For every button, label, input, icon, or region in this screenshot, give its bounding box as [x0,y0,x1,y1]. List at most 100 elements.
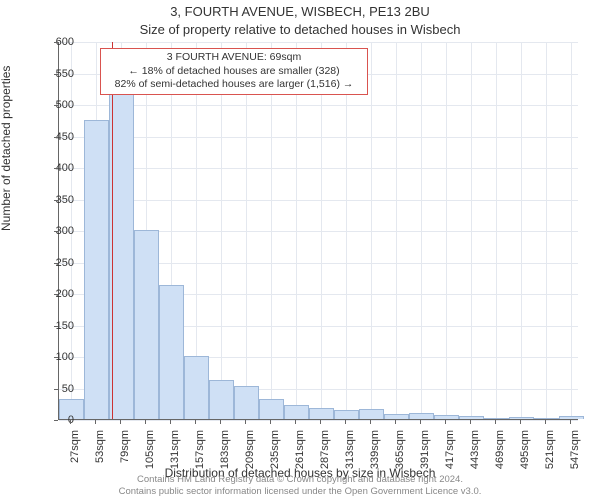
histogram-bar [159,285,184,419]
histogram-bar [209,380,234,419]
y-tick-label: 100 [46,351,74,363]
x-tick-label: 209sqm [244,430,256,469]
y-tick-mark [54,105,58,106]
gridline-v [471,42,472,419]
y-tick-label: 350 [46,194,74,206]
annotation-line3: 82% of semi-detached houses are larger (… [105,78,363,92]
y-tick-label: 450 [46,131,74,143]
x-tick-label: 547sqm [569,430,581,469]
x-tick-mark [320,420,321,424]
x-tick-label: 391sqm [419,430,431,469]
x-tick-mark [120,420,121,424]
footer-line2: Contains public sector information licen… [119,486,482,497]
y-tick-mark [54,389,58,390]
y-tick-label: 50 [46,383,74,395]
footer-text: Contains HM Land Registry data © Crown c… [0,474,600,498]
histogram-bar [334,410,359,419]
gridline-v [571,42,572,419]
histogram-bar [184,356,209,419]
x-tick-label: 79sqm [119,430,131,463]
x-tick-mark [170,420,171,424]
y-tick-label: 250 [46,257,74,269]
gridline-v [346,42,347,419]
x-tick-label: 53sqm [94,430,106,463]
x-tick-mark [395,420,396,424]
y-tick-label: 600 [46,36,74,48]
histogram-bar [409,413,434,419]
histogram-bar [309,408,334,419]
chart-container: 3, FOURTH AVENUE, WISBECH, PE13 2BU Size… [0,0,600,500]
gridline-v [246,42,247,419]
y-tick-mark [54,168,58,169]
annotation-line1: 3 FOURTH AVENUE: 69sqm [105,51,363,65]
x-tick-mark [295,420,296,424]
y-tick-mark [54,420,58,421]
x-tick-label: 469sqm [494,430,506,469]
gridline-v [221,42,222,419]
gridline-h [59,168,578,169]
histogram-bar [459,416,484,419]
gridline-v [521,42,522,419]
x-tick-mark [345,420,346,424]
histogram-bar [559,416,584,419]
gridline-v [421,42,422,419]
chart-title-sub: Size of property relative to detached ho… [0,22,600,37]
y-tick-mark [54,231,58,232]
x-tick-label: 235sqm [269,430,281,469]
x-tick-label: 105sqm [144,430,156,469]
x-tick-mark [570,420,571,424]
x-tick-label: 287sqm [319,430,331,469]
gridline-v [296,42,297,419]
gridline-v [271,42,272,419]
x-tick-label: 27sqm [69,430,81,463]
annotation-line2: ← 18% of detached houses are smaller (32… [105,65,363,79]
gridline-v [396,42,397,419]
x-tick-label: 261sqm [294,430,306,469]
x-tick-mark [420,420,421,424]
histogram-bar [384,414,409,419]
y-tick-mark [54,74,58,75]
y-tick-mark [54,294,58,295]
gridline-h [59,200,578,201]
gridline-h [59,420,578,421]
x-tick-label: 313sqm [344,430,356,469]
chart-title-address: 3, FOURTH AVENUE, WISBECH, PE13 2BU [0,4,600,19]
histogram-bar [84,120,109,419]
histogram-bar [534,418,559,419]
histogram-bar [284,405,309,419]
x-tick-label: 521sqm [544,430,556,469]
histogram-bar [434,415,459,419]
plot-area [58,42,578,420]
x-tick-mark [545,420,546,424]
x-tick-mark [445,420,446,424]
y-tick-mark [54,263,58,264]
y-tick-label: 400 [46,162,74,174]
y-tick-mark [54,137,58,138]
x-tick-mark [520,420,521,424]
y-axis-label: Number of detached properties [0,66,13,231]
histogram-bar [359,409,384,419]
x-tick-mark [270,420,271,424]
y-tick-label: 150 [46,320,74,332]
x-tick-label: 417sqm [444,430,456,469]
x-tick-label: 183sqm [219,430,231,469]
x-tick-mark [95,420,96,424]
y-tick-mark [54,200,58,201]
gridline-h [59,137,578,138]
x-tick-mark [70,420,71,424]
x-tick-mark [245,420,246,424]
x-tick-mark [145,420,146,424]
y-tick-mark [54,326,58,327]
x-tick-label: 365sqm [394,430,406,469]
annotation-box: 3 FOURTH AVENUE: 69sqm ← 18% of detached… [100,48,368,95]
histogram-bar [234,386,259,419]
y-tick-mark [54,357,58,358]
x-tick-label: 339sqm [369,430,381,469]
property-marker-line [112,42,113,419]
histogram-bar [509,417,534,419]
histogram-bar [134,230,159,419]
x-tick-mark [195,420,196,424]
x-tick-label: 157sqm [194,430,206,469]
y-tick-label: 300 [46,225,74,237]
x-tick-mark [470,420,471,424]
